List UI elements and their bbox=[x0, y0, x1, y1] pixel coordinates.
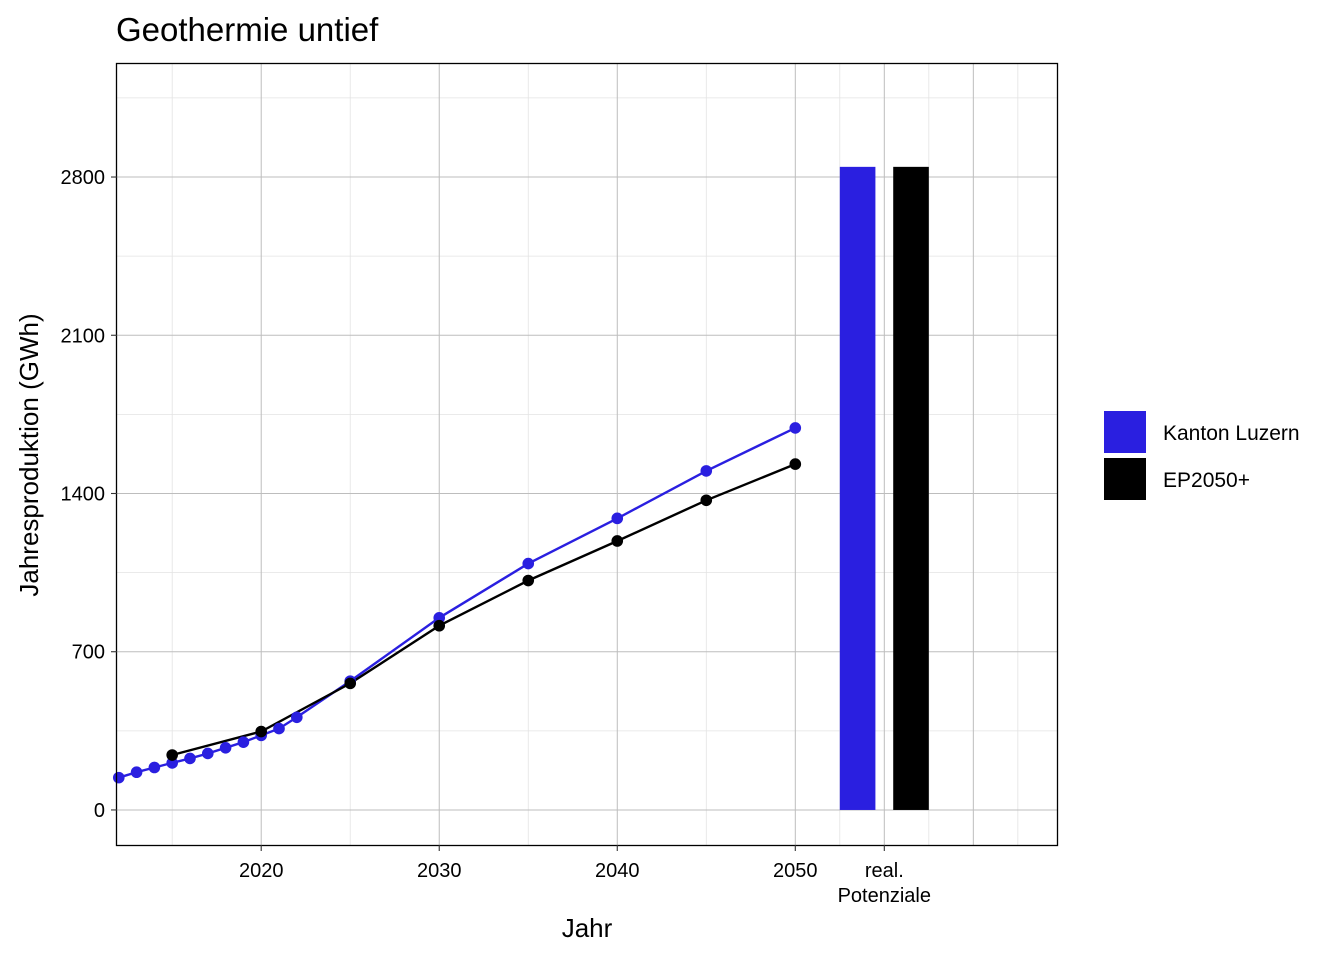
y-tick-label: 0 bbox=[94, 800, 105, 822]
data-point bbox=[789, 458, 802, 470]
legend-key bbox=[1104, 458, 1146, 500]
data-point bbox=[130, 766, 143, 779]
series-points bbox=[112, 422, 802, 784]
data-point bbox=[700, 494, 713, 507]
legend-label: Kanton Luzern bbox=[1163, 422, 1300, 445]
data-point bbox=[112, 771, 125, 784]
data-point bbox=[522, 557, 535, 570]
y-tick-label: 1400 bbox=[61, 483, 106, 505]
data-point bbox=[166, 749, 178, 761]
data-point bbox=[219, 741, 232, 754]
data-point bbox=[291, 711, 303, 724]
data-point bbox=[184, 752, 196, 765]
y-tick-label: 700 bbox=[72, 642, 105, 664]
chart-title: Geothermie untief bbox=[116, 11, 379, 48]
data-point bbox=[148, 761, 161, 774]
legend-label: EP2050+ bbox=[1163, 469, 1250, 492]
legend: Kanton Luzern EP2050+ bbox=[1104, 411, 1300, 500]
potential-bars bbox=[839, 166, 929, 810]
x-tick-label: 2050 bbox=[773, 860, 818, 882]
y-axis-title: Jahresproduktion (GWh) bbox=[14, 313, 44, 596]
data-point bbox=[273, 722, 285, 735]
x-axis-ticks: 2020 2030 2040 2050 real. Potenziale bbox=[239, 845, 931, 907]
legend-key bbox=[1104, 411, 1146, 453]
data-point bbox=[237, 736, 250, 748]
series-line bbox=[118, 426, 796, 779]
plot-panel-border bbox=[115, 62, 1059, 847]
series-lines bbox=[118, 426, 796, 779]
x-tick-label: 2020 bbox=[239, 860, 284, 882]
potential-bar bbox=[893, 166, 929, 810]
x-axis-title: Jahr bbox=[562, 913, 613, 943]
data-point bbox=[344, 677, 357, 690]
data-point bbox=[789, 422, 802, 434]
y-axis-ticks: 0 700 1400 2100 2800 bbox=[61, 167, 117, 822]
x-tick-label-potential-line1: real. bbox=[865, 860, 904, 882]
data-point bbox=[201, 747, 214, 760]
data-point bbox=[611, 512, 624, 525]
potential-bar bbox=[839, 166, 876, 810]
data-point bbox=[522, 574, 535, 587]
data-point bbox=[433, 619, 446, 632]
y-tick-label: 2800 bbox=[61, 167, 106, 189]
data-point bbox=[255, 725, 268, 738]
series-line bbox=[171, 462, 796, 757]
x-tick-label-potential-line2: Potenziale bbox=[838, 885, 931, 907]
data-point bbox=[700, 465, 713, 477]
y-tick-label: 2100 bbox=[61, 325, 106, 347]
x-tick-label: 2030 bbox=[417, 860, 462, 882]
data-point bbox=[611, 535, 624, 547]
x-tick-label: 2040 bbox=[595, 860, 640, 882]
